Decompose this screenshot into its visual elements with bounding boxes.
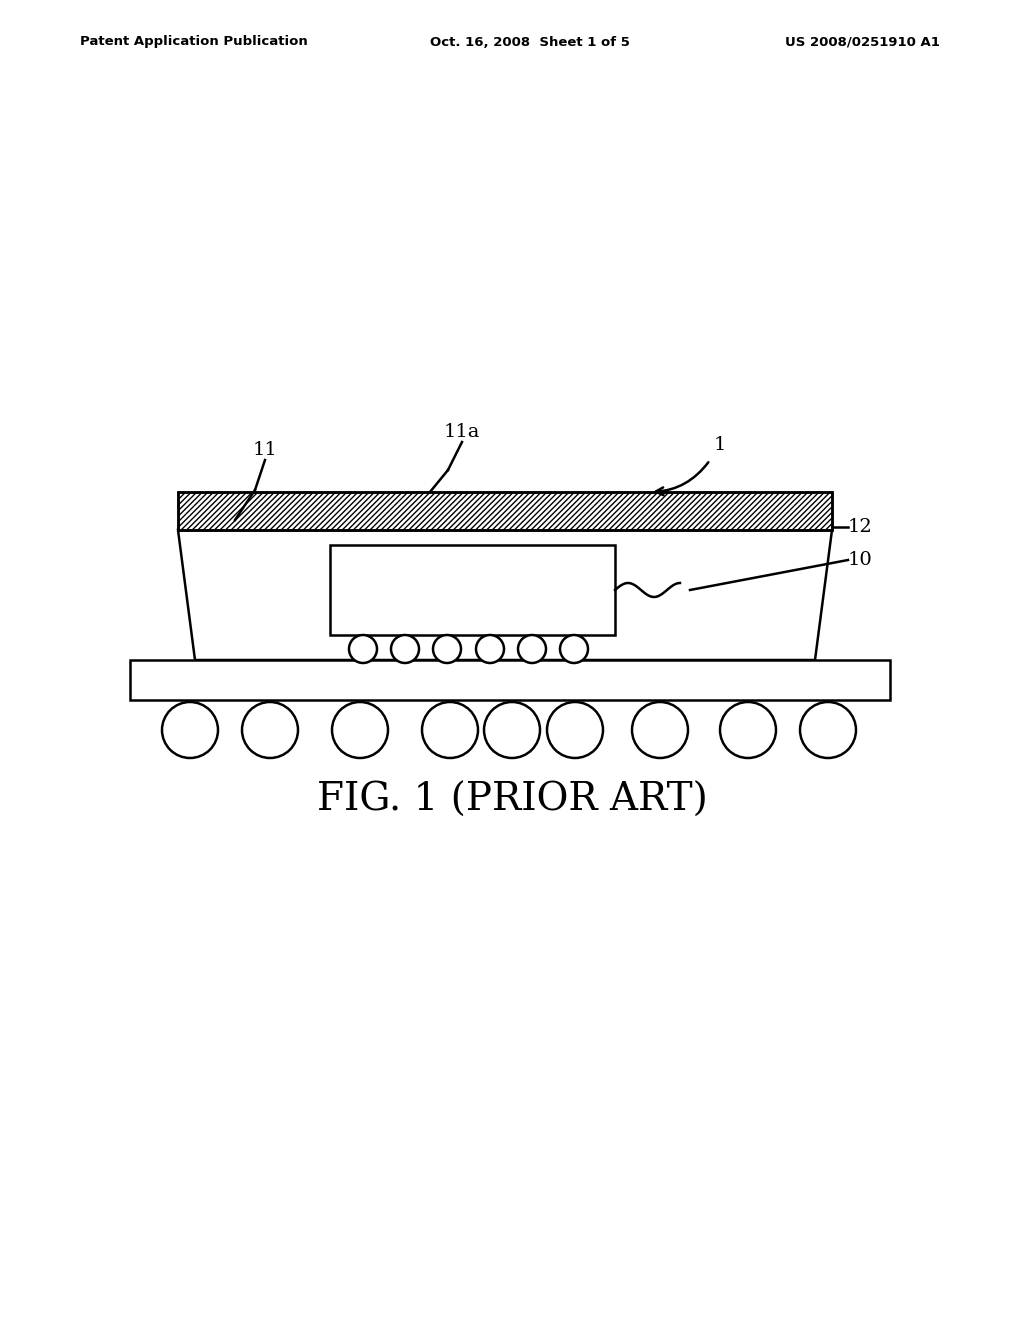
Circle shape [242, 702, 298, 758]
Circle shape [560, 635, 588, 663]
Bar [130, 660, 890, 700]
Text: 1: 1 [714, 436, 726, 454]
Bar [178, 492, 831, 531]
Circle shape [476, 635, 504, 663]
Circle shape [332, 702, 388, 758]
Circle shape [391, 635, 419, 663]
Circle shape [162, 702, 218, 758]
Circle shape [433, 635, 461, 663]
Circle shape [800, 702, 856, 758]
Circle shape [720, 702, 776, 758]
FancyArrowPatch shape [655, 462, 709, 495]
Bar [178, 492, 831, 531]
Polygon shape [178, 531, 831, 660]
Circle shape [349, 635, 377, 663]
Text: Oct. 16, 2008  Sheet 1 of 5: Oct. 16, 2008 Sheet 1 of 5 [430, 36, 630, 49]
Text: Patent Application Publication: Patent Application Publication [80, 36, 308, 49]
Circle shape [422, 702, 478, 758]
Text: 11a: 11a [443, 422, 480, 441]
Text: 11: 11 [253, 441, 278, 459]
Circle shape [484, 702, 540, 758]
Circle shape [632, 702, 688, 758]
Text: US 2008/0251910 A1: US 2008/0251910 A1 [785, 36, 940, 49]
Circle shape [547, 702, 603, 758]
Circle shape [518, 635, 546, 663]
Text: FIG. 1 (PRIOR ART): FIG. 1 (PRIOR ART) [316, 781, 708, 818]
Text: 12: 12 [848, 517, 872, 536]
Bar [330, 545, 615, 635]
Text: 10: 10 [848, 550, 872, 569]
